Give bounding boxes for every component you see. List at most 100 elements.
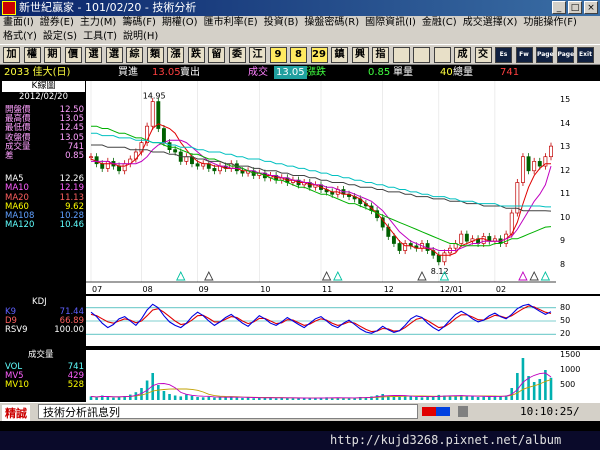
volume-axis: 1500 1000 500 — [556, 350, 600, 402]
signal-triangle — [439, 270, 450, 281]
toolbar-button[interactable] — [413, 47, 430, 63]
minimize-button[interactable]: _ — [552, 1, 566, 14]
toolbar-button[interactable]: Page — [556, 47, 574, 63]
indicator-label: RSV9 — [5, 325, 28, 336]
volume-bar — [342, 397, 345, 400]
toolbar-button[interactable]: 加 — [3, 47, 20, 63]
toolbar-button[interactable]: 價 — [64, 47, 82, 63]
toolbar-button[interactable]: 漲 — [167, 47, 184, 63]
candlestick-chart[interactable]: 07 08 09 10 11 12 12/01 02 14.95 8.12 — [86, 81, 556, 294]
toolbar-button[interactable]: 成 — [454, 47, 471, 63]
ma-line-ma60 — [91, 125, 552, 247]
price-tick: 10 — [560, 212, 571, 222]
price-tick: 14 — [560, 118, 571, 128]
close-button[interactable]: × — [584, 1, 598, 14]
status-bar: 精誠 技術分析訊息列 10:10:25/ — [0, 402, 600, 421]
toolbar-button[interactable] — [433, 47, 451, 63]
menu-item[interactable]: 畫面(I) — [3, 17, 34, 28]
volume-bar — [263, 397, 267, 400]
toolbar-button[interactable]: Page — [536, 47, 554, 63]
volume-bar — [207, 396, 211, 400]
window-title: 新世紀贏家 - 101/02/20 - 技術分析 — [19, 1, 197, 14]
menu-item[interactable]: 操盤密碼(R) — [304, 17, 360, 28]
indicator-value: 9.62 — [65, 201, 84, 212]
toolbar-button[interactable]: 9 — [269, 47, 287, 63]
volume-bar — [471, 396, 474, 400]
toolbar-button[interactable]: 29 — [310, 47, 328, 63]
kd-axis: 80 50 20 — [556, 296, 600, 346]
menu-item[interactable]: 設定(S) — [42, 31, 78, 42]
month-label: 11 — [322, 285, 332, 294]
toolbar-button[interactable]: 江 — [249, 47, 266, 63]
scroll-button[interactable] — [458, 406, 468, 417]
mv10-line — [90, 379, 552, 399]
toolbar-button[interactable]: 權 — [23, 47, 41, 63]
trade-label: 成交 — [248, 67, 268, 78]
candle-body — [464, 233, 469, 242]
volume-chart[interactable] — [86, 350, 556, 402]
indicator-row: D9 66.89 — [2, 316, 85, 326]
toolbar-button[interactable]: 選 — [105, 47, 123, 63]
indicator-value: 10.28 — [59, 210, 84, 221]
menu-item[interactable]: 投資(B) — [263, 17, 299, 28]
volume-bar — [162, 391, 166, 400]
volume-bar — [336, 397, 340, 400]
toolbar-button[interactable]: Fw — [515, 47, 533, 63]
volume-bar — [403, 395, 407, 400]
toolbar-button[interactable]: 交 — [474, 47, 492, 63]
toolbar-button[interactable]: 鎮 — [331, 47, 348, 63]
toolbar-button[interactable]: 8 — [290, 47, 307, 63]
toolbar-button[interactable]: Es — [495, 47, 512, 63]
candle-body — [100, 163, 105, 169]
volume-bar — [190, 395, 194, 400]
volume-bar — [499, 396, 502, 400]
toolbar-button[interactable]: 指 — [372, 47, 389, 63]
menu-item[interactable]: 匯市利率(E) — [203, 17, 258, 28]
toolbar-button[interactable]: 委 — [228, 47, 246, 63]
menu-item[interactable]: 成交選擇(X) — [462, 17, 518, 28]
signal-triangle — [321, 270, 332, 281]
toolbar-button[interactable]: 選 — [85, 47, 102, 63]
indicator-label: MA5 — [5, 174, 24, 185]
indicator-row: 成交量 741 — [2, 141, 85, 152]
menu-item[interactable]: 功能操作(F) — [523, 17, 577, 28]
toolbar-button[interactable]: 留 — [208, 47, 225, 63]
candle-body — [212, 168, 217, 172]
menu-item[interactable]: 籌碼(F) — [122, 17, 156, 28]
indicator-label: 最高價 — [5, 114, 31, 125]
volume-bar — [89, 396, 93, 400]
toolbar-button[interactable]: Exit — [577, 47, 594, 63]
volume-bar — [527, 376, 530, 400]
kd-tick: 50 — [560, 316, 571, 325]
menu-item[interactable]: 格式(Y) — [3, 31, 37, 42]
kd-chart[interactable] — [86, 296, 556, 346]
menu-item[interactable]: 期權(O) — [161, 17, 198, 28]
stock-code-name: 2033 佳大(日) — [4, 67, 71, 78]
toolbar-button[interactable]: 興 — [351, 47, 369, 63]
volume-bar — [347, 398, 351, 400]
candle-body — [526, 156, 531, 172]
toolbar-button[interactable]: 類 — [146, 47, 164, 63]
app-icon — [2, 1, 16, 15]
maximize-button[interactable]: □ — [568, 1, 582, 14]
volume-bar — [196, 397, 199, 400]
menu-item[interactable]: 金融(C) — [421, 17, 457, 28]
menu-item[interactable]: 說明(H) — [123, 31, 159, 42]
ma-line-ma10 — [91, 139, 552, 251]
toolbar-button[interactable]: 期 — [44, 47, 61, 63]
indicator-value: 741 — [67, 141, 84, 152]
volume-bar — [229, 396, 233, 400]
indicator-label: MV5 — [5, 371, 24, 382]
toolbar-button[interactable] — [392, 47, 410, 63]
month-label: 09 — [199, 285, 209, 294]
toolbar-button[interactable]: 綜 — [126, 47, 143, 63]
volume-bar — [100, 395, 104, 400]
menu-item[interactable]: 國際資訊(I) — [365, 17, 416, 28]
menu-item[interactable]: 證券(E) — [39, 17, 74, 28]
menu-item[interactable]: 工具(T) — [83, 31, 117, 42]
menu-item[interactable]: 主力(M) — [79, 17, 117, 28]
month-label: 12 — [384, 285, 394, 294]
price-tick: 9 — [560, 236, 566, 246]
toolbar-button[interactable]: 跌 — [187, 47, 205, 63]
indicator-row: MA5 12.26 — [2, 174, 85, 185]
